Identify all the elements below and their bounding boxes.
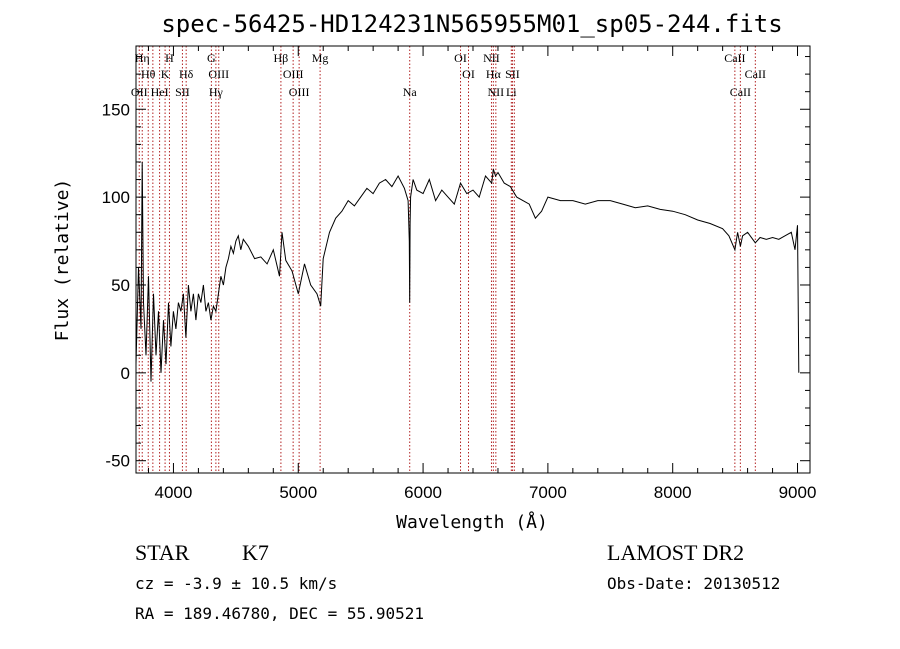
- redshift-info: cz = -3.9 ± 10.5 km/s: [135, 574, 337, 593]
- line-marker-label: HeI: [151, 85, 169, 99]
- x-tick-label: 5000: [279, 483, 317, 502]
- line-marker-label: Hγ: [209, 85, 224, 99]
- x-tick-label: 7000: [529, 483, 567, 502]
- line-marker-label: OIII: [283, 67, 304, 81]
- line-marker-label: OI: [454, 51, 467, 65]
- line-marker-label: CaII: [730, 85, 751, 99]
- y-tick-label: -50: [105, 452, 130, 471]
- y-axis-ticks: -50 0 50 100 150: [102, 56, 810, 471]
- line-markers: [138, 46, 756, 473]
- line-marker-labels: OIIHηHθHeIKHSIIHδGHγOIIIHβOIIIOIIIMgNaOI…: [131, 51, 766, 99]
- observation-date: Obs-Date: 20130512: [607, 574, 780, 593]
- object-subclass: K7: [242, 540, 269, 565]
- object-class: STAR: [135, 540, 190, 565]
- line-marker-label: Hη: [135, 51, 150, 65]
- line-marker-label: Hα: [486, 67, 502, 81]
- plot-frame: [135, 45, 811, 474]
- line-marker-label: G: [207, 51, 216, 65]
- x-tick-label: 9000: [779, 483, 817, 502]
- x-tick-label: 4000: [155, 483, 193, 502]
- line-marker-label: Hβ: [274, 51, 289, 65]
- x-tick-label: 6000: [404, 483, 442, 502]
- x-axis-ticks: 4000 5000 6000 7000 8000 9000: [147, 46, 817, 502]
- line-marker-label: NII: [483, 51, 500, 65]
- x-tick-label: 8000: [654, 483, 692, 502]
- line-marker-label: Na: [403, 85, 418, 99]
- line-marker-label: Hθ: [141, 67, 156, 81]
- line-marker-label: SII: [175, 85, 190, 99]
- line-marker-label: Hδ: [179, 67, 194, 81]
- line-marker-label: OI: [462, 67, 475, 81]
- line-marker-label: OIII: [208, 67, 229, 81]
- line-marker-label: H: [165, 51, 174, 65]
- y-tick-label: 0: [121, 364, 130, 383]
- line-marker-label: Mg: [312, 51, 329, 65]
- survey-name: LAMOST DR2: [607, 540, 744, 565]
- line-marker-label: CaII: [724, 51, 745, 65]
- line-marker-label: OIII: [289, 85, 310, 99]
- line-marker-label: K: [161, 67, 170, 81]
- x-axis-label: Wavelength (Å): [396, 511, 548, 533]
- spectrum-line: [135, 161, 800, 382]
- y-tick-label: 50: [111, 276, 130, 295]
- y-axis-label: Flux (relative): [52, 179, 73, 342]
- line-marker-label: Li: [506, 85, 517, 99]
- chart-title: spec-56425-HD124231N565955M01_sp05-244.f…: [161, 10, 782, 38]
- line-marker-label: SII: [505, 67, 520, 81]
- y-tick-label: 150: [102, 100, 130, 119]
- line-marker-label: CaII: [745, 67, 766, 81]
- coordinates: RA = 189.46780, DEC = 55.90521: [135, 604, 424, 623]
- line-marker-label: NII: [488, 85, 505, 99]
- y-tick-label: 100: [102, 188, 130, 207]
